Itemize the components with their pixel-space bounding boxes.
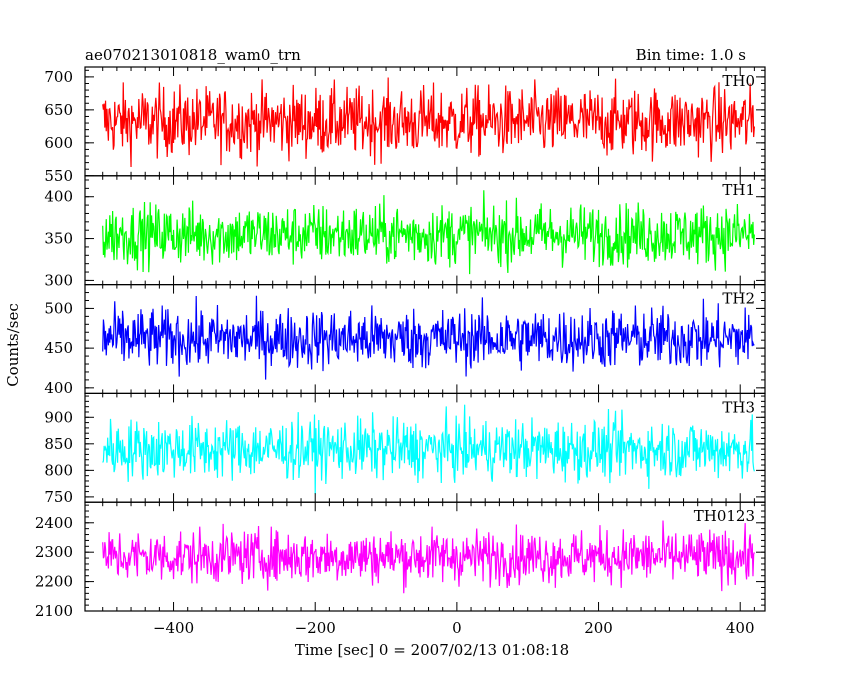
y-tick-label: 700	[44, 68, 73, 86]
y-tick-label: 2300	[35, 543, 73, 561]
y-tick-label: 550	[44, 167, 73, 185]
panel-label-th2: TH2	[722, 290, 755, 308]
x-tick-label: −200	[295, 619, 336, 637]
x-tick-label: 400	[726, 619, 755, 637]
x-tick-label: 0	[452, 619, 462, 637]
bin-time-label: Bin time: 1.0 s	[636, 46, 746, 64]
y-tick-label: 450	[44, 339, 73, 357]
x-axis-label: Time [sec] 0 = 2007/02/13 01:08:18	[295, 641, 569, 659]
series-line-th2	[102, 295, 755, 380]
series-line-th1	[102, 190, 755, 275]
y-tick-label: 2100	[35, 602, 73, 620]
y-tick-label: 350	[44, 230, 73, 248]
panel-label-th0123: TH0123	[694, 507, 755, 525]
panel-th3: 750 800 850 900 TH3	[44, 392, 766, 506]
panel-label-th0: TH0	[722, 72, 755, 90]
x-tick-label: 200	[584, 619, 613, 637]
panel-label-th3: TH3	[722, 398, 755, 416]
y-tick-label: 300	[44, 271, 73, 289]
series-line-th0	[102, 77, 755, 168]
y-tick-label: 500	[44, 299, 73, 317]
panel-th0: 550 600 650 700 TH0	[44, 66, 766, 185]
panel-th2: 400 450 500 TH2	[44, 284, 766, 397]
series-line-th3	[102, 404, 755, 495]
y-axis-label: Counts/sec	[4, 303, 22, 387]
y-tick-label: 800	[44, 461, 73, 479]
panel-label-th1: TH1	[722, 181, 755, 199]
plot-title: ae070213010818_wam0_trn	[85, 46, 301, 64]
panel-th0123: 2100 2200 2300 2400 TH0123	[35, 501, 766, 620]
y-tick-label: 900	[44, 408, 73, 426]
y-tick-label: 650	[44, 101, 73, 119]
y-tick-label: 600	[44, 134, 73, 152]
x-tick-label: −400	[153, 619, 194, 637]
series-line-th0123	[102, 520, 755, 594]
panel-th1: 300 350 400 TH1	[44, 175, 766, 289]
y-tick-label: 400	[44, 379, 73, 397]
y-tick-label: 400	[44, 188, 73, 206]
y-tick-label: 850	[44, 435, 73, 453]
y-tick-label: 2400	[35, 514, 73, 532]
panels-group: 550 600 650 700 TH0 300 350 400 TH1 400 450 500 TH2 7…	[35, 66, 766, 637]
y-tick-label: 750	[44, 488, 73, 506]
panel-frame	[84, 501, 766, 612]
y-tick-label: 2200	[35, 573, 73, 591]
